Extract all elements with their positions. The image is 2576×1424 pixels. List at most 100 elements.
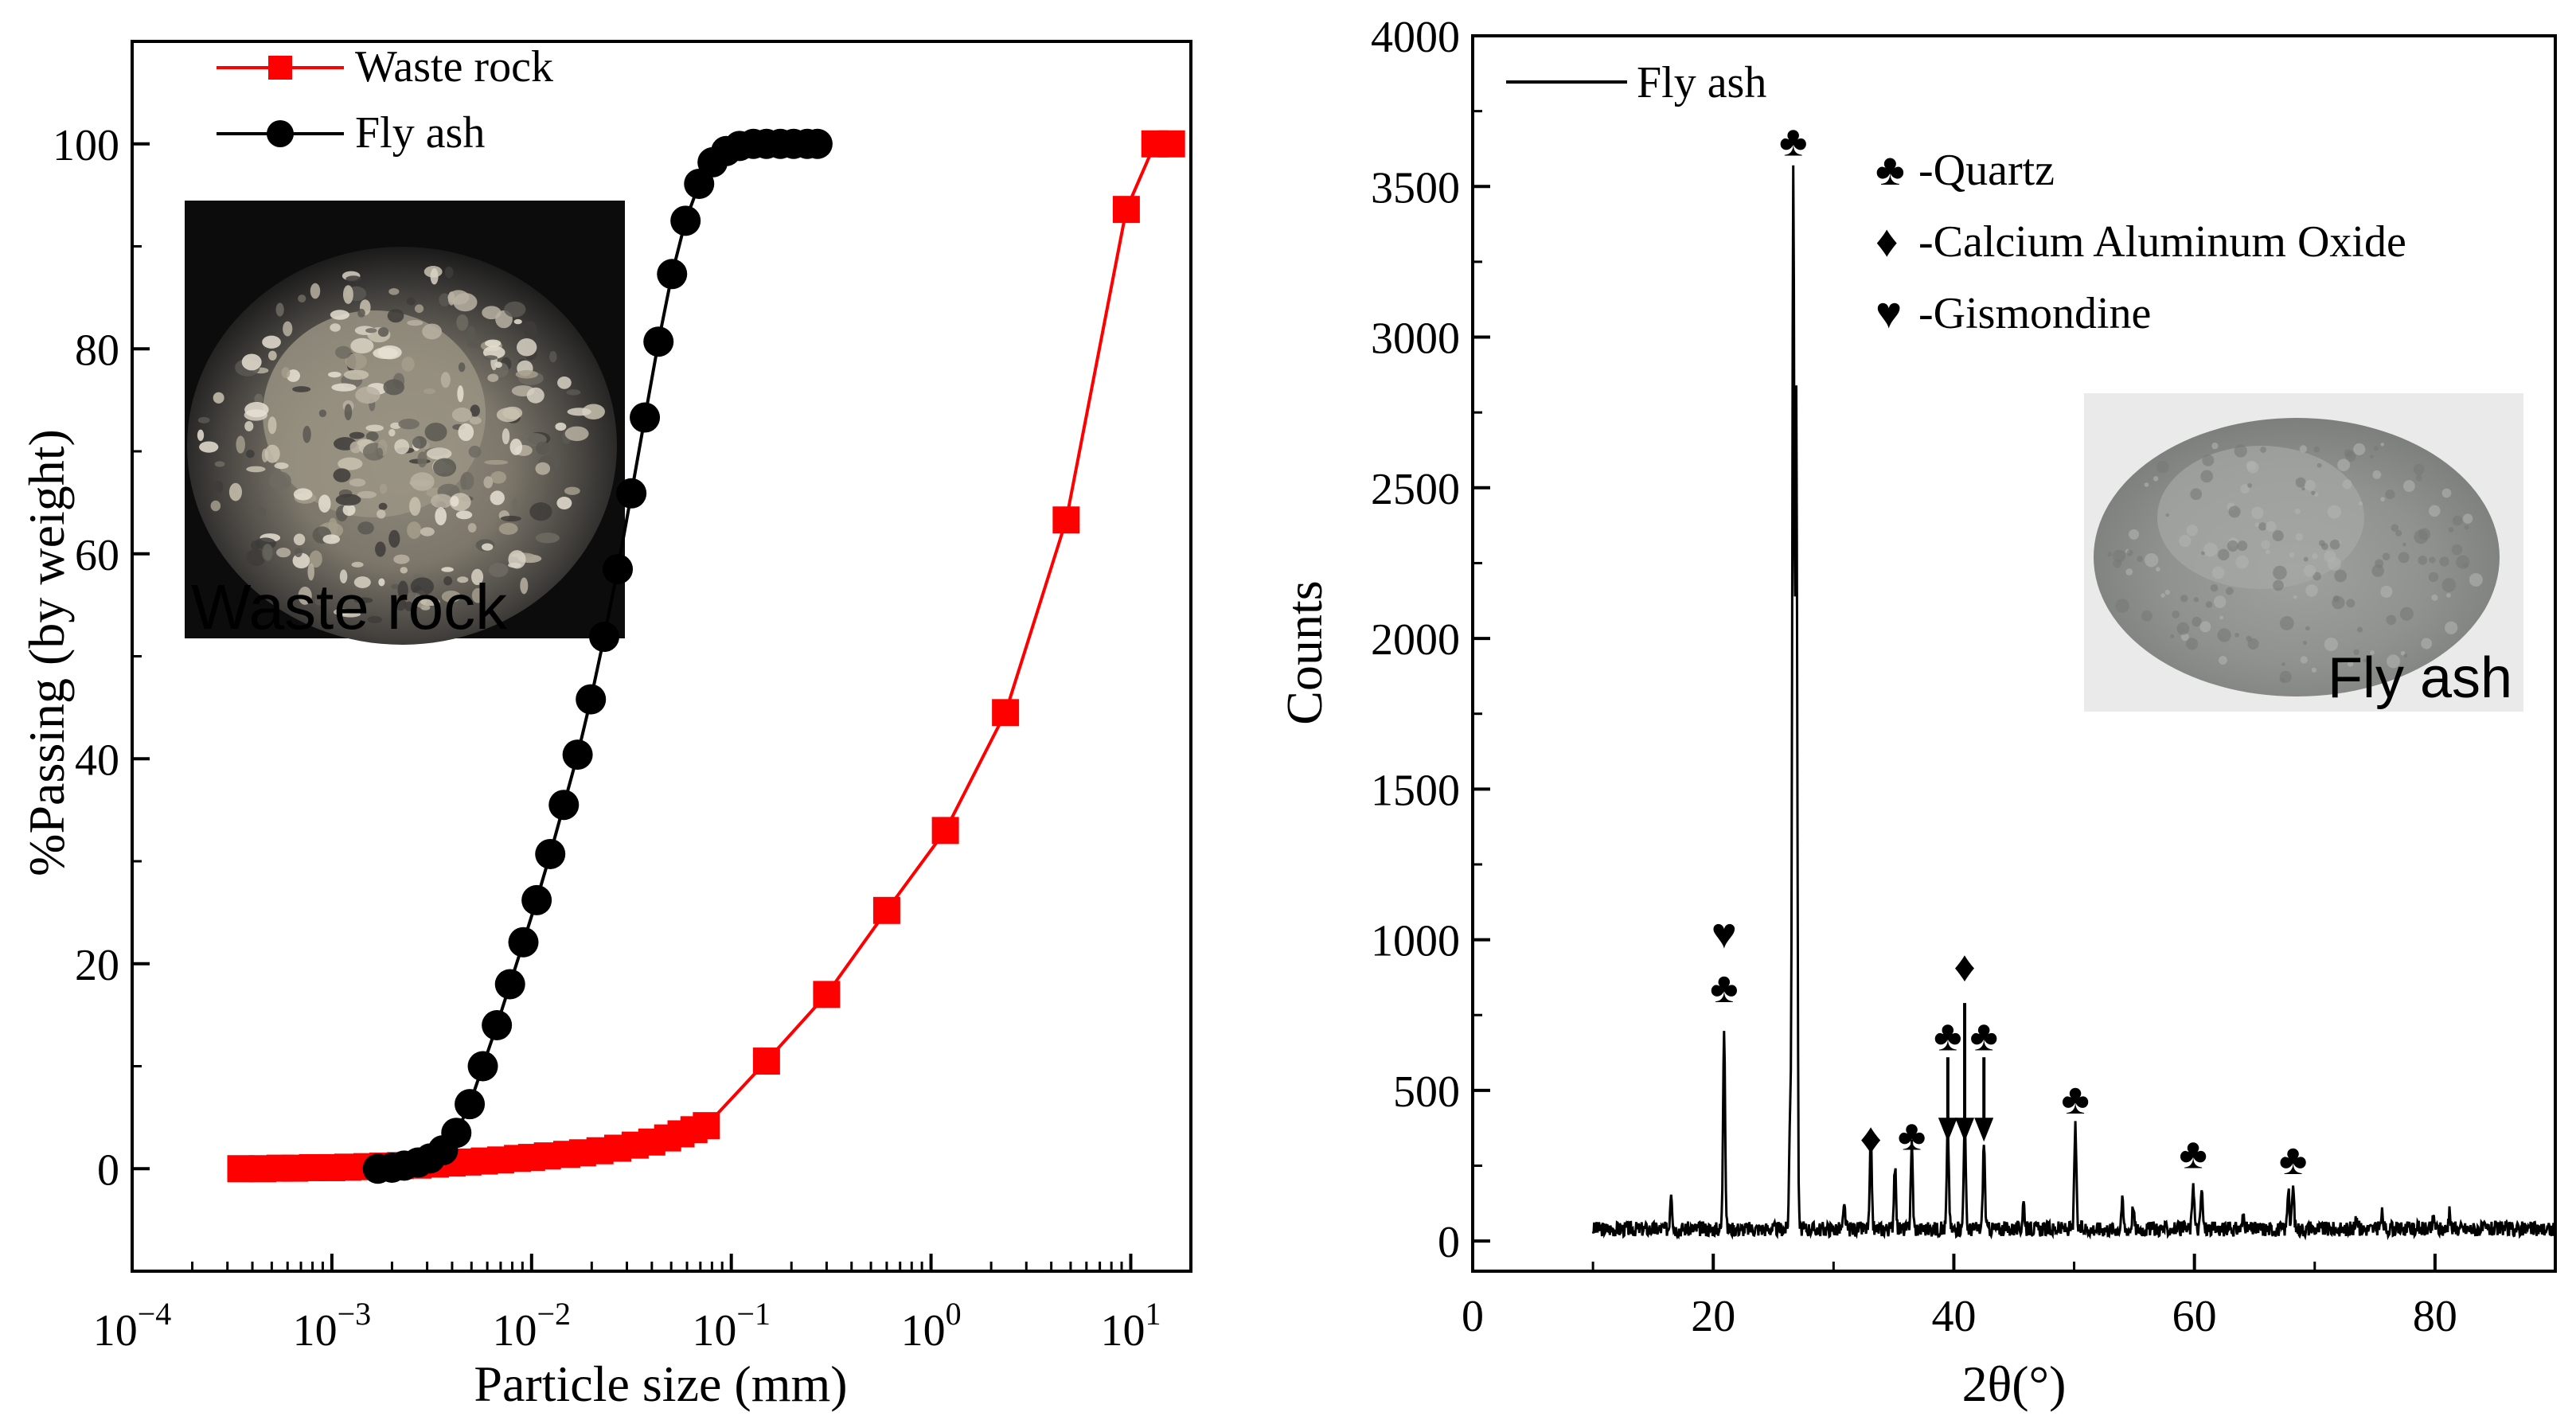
left-y-tick-label: 60: [75, 531, 119, 580]
left-x-tick-label: 101: [1100, 1296, 1161, 1356]
left-plot-frame: [131, 40, 1192, 1273]
fly-ash-point: [548, 790, 580, 821]
fly-ash-point: [467, 1051, 498, 1082]
xrd-pattern-line: [1591, 165, 2557, 1241]
left-x-tick-label: 10−2: [493, 1296, 572, 1356]
peak-marker-layer: ♣♣♥♦ ♣♣♦♣♣♣ ♣: [1710, 117, 2307, 1183]
right-y-tick-label: 0: [1438, 1218, 1460, 1267]
fly-ash-point: [535, 838, 566, 869]
quartz-peak-marker: ♣: [2279, 1136, 2307, 1184]
diamond-icon: ♦: [1875, 217, 1899, 267]
fly-ash-point: [455, 1089, 486, 1120]
left-y-tick-label: 40: [75, 735, 119, 785]
waste-rock-point: [813, 981, 841, 1009]
left-legend: Waste rock Fly ash: [217, 42, 553, 158]
fly-ash-point: [589, 622, 620, 653]
left-x-tick-label: 10−1: [692, 1296, 771, 1356]
gismondine-peak-marker: ♥: [1711, 910, 1737, 958]
peak-arrow: [1955, 1003, 1975, 1142]
fly-ash-point: [616, 478, 647, 509]
quartz-peak-marker: ♣: [1779, 117, 1807, 165]
phase-label-gismondine: -Gismondine: [1918, 289, 2151, 338]
quartz-peak-marker: ♣: [1970, 1012, 1998, 1060]
left-tick-layer: 10−4 10−3 10−2 10−1 100 101 0 20 40 60 80 100: [53, 40, 1192, 1356]
fly-ash-point: [482, 1010, 513, 1040]
phase-legend-calcium-aluminum-oxide: ♦ -Calcium Aluminum Oxide: [1875, 217, 2406, 267]
quartz-peak-marker: ♣: [1710, 964, 1738, 1012]
fly-ash-point: [521, 884, 552, 915]
quartz-peak-marker: ♣: [1898, 1112, 1926, 1160]
heart-icon: ♥: [1875, 289, 1902, 338]
right-x-tick-label: 0: [1462, 1292, 1484, 1341]
fly-ash-point: [441, 1118, 472, 1149]
right-x-tick-label: 20: [1691, 1292, 1735, 1341]
calcium-aluminum-oxide-peak-marker: ♦: [1953, 943, 1976, 991]
quartz-peak-marker: ♣: [1934, 1012, 1961, 1060]
right-x-tick-label: 80: [2413, 1292, 2457, 1341]
calcium-aluminum-oxide-peak-marker: ♦: [1860, 1114, 1882, 1162]
phase-legend: ♣ -Quartz ♦ -Calcium Aluminum Oxide ♥ -G…: [1875, 146, 2406, 338]
right-y-tick-label: 500: [1393, 1067, 1460, 1117]
fly-ash-point: [684, 168, 715, 199]
legend-label-fly-ash: Fly ash: [355, 108, 485, 158]
right-tick-layer: 0 20 40 60 80 0 500 1000 1500 2000 2500 3000 3500 400…: [1371, 13, 2457, 1341]
waste-rock-point: [1157, 130, 1185, 158]
phase-label-calcium-aluminum-oxide: -Calcium Aluminum Oxide: [1918, 217, 2406, 267]
waste-rock-photo-label: Waste rock: [191, 572, 508, 642]
right-y-tick-label: 3000: [1371, 314, 1460, 364]
right-y-tick-label: 2500: [1371, 465, 1460, 514]
left-y-tick-label: 0: [97, 1145, 119, 1195]
right-legend: Fly ash: [1506, 58, 1766, 107]
left-x-tick-label: 100: [901, 1296, 962, 1356]
legend-label-fly-ash-xrd: Fly ash: [1637, 58, 1766, 107]
fly-ash-photo-label: Fly ash: [2328, 646, 2512, 710]
quartz-peak-marker: ♣: [2179, 1129, 2207, 1177]
waste-rock-point: [1112, 196, 1140, 224]
left-x-tick-label: 10−4: [93, 1296, 172, 1356]
right-x-axis-label: 2θ(°): [1962, 1356, 2067, 1412]
quartz-peak-marker: ♣: [2061, 1075, 2089, 1123]
fly-ash-photo: Fly ash: [2084, 393, 2523, 712]
right-chart: 0 20 40 60 80 0 500 1000 1500 2000 2500 3000 3500 400…: [1276, 13, 2557, 1412]
legend-item-fly-ash: Fly ash: [217, 108, 485, 158]
right-y-tick-label: 2000: [1371, 615, 1460, 665]
phase-legend-quartz: ♣ -Quartz: [1875, 146, 2055, 195]
fly-ash-point: [508, 927, 539, 958]
fly-ash-point: [576, 684, 607, 715]
peak-arrow: [1938, 1057, 1957, 1142]
waste-rock-point: [1052, 506, 1080, 534]
right-plot-frame: [1471, 34, 2557, 1273]
right-y-tick-label: 1500: [1371, 766, 1460, 815]
right-y-tick-label: 3500: [1371, 163, 1460, 213]
quartz-icon: ♣: [1875, 146, 1905, 195]
right-y-tick-label: 4000: [1371, 13, 1460, 62]
waste-rock-point: [693, 1112, 720, 1140]
peak-arrow: [1974, 1057, 1994, 1142]
right-x-tick-label: 40: [1931, 1292, 1976, 1341]
legend-label-waste-rock: Waste rock: [355, 42, 553, 92]
left-x-axis-label: Particle size (mm): [474, 1356, 847, 1412]
fly-ash-point: [494, 969, 525, 1000]
fly-ash-point: [657, 259, 688, 290]
right-y-tick-label: 1000: [1371, 917, 1460, 966]
left-y-tick-label: 100: [53, 121, 119, 170]
fly-ash-point: [802, 128, 833, 159]
fly-ash-point: [630, 402, 661, 433]
legend-item-waste-rock: Waste rock: [217, 42, 553, 92]
right-series-layer: [1591, 165, 2557, 1241]
fly-ash-point: [670, 205, 701, 236]
fly-ash-point: [643, 326, 674, 357]
fly-ash-point: [603, 554, 634, 585]
waste-rock-point: [992, 699, 1020, 727]
left-y-axis-label: %Passing (by weight): [18, 429, 75, 876]
left-x-tick-label: 10−3: [293, 1296, 372, 1356]
phase-label-quartz: -Quartz: [1918, 146, 2055, 195]
waste-rock-point: [872, 896, 900, 924]
right-x-tick-label: 60: [2172, 1292, 2217, 1341]
waste-rock-point: [931, 817, 959, 845]
phase-legend-gismondine: ♥ -Gismondine: [1875, 289, 2151, 338]
left-chart: 10−4 10−3 10−2 10−1 100 101 0 20 40 60 80 100 Waste…: [18, 40, 1192, 1412]
left-y-tick-label: 20: [75, 941, 119, 990]
left-series-layer: [227, 128, 1185, 1184]
